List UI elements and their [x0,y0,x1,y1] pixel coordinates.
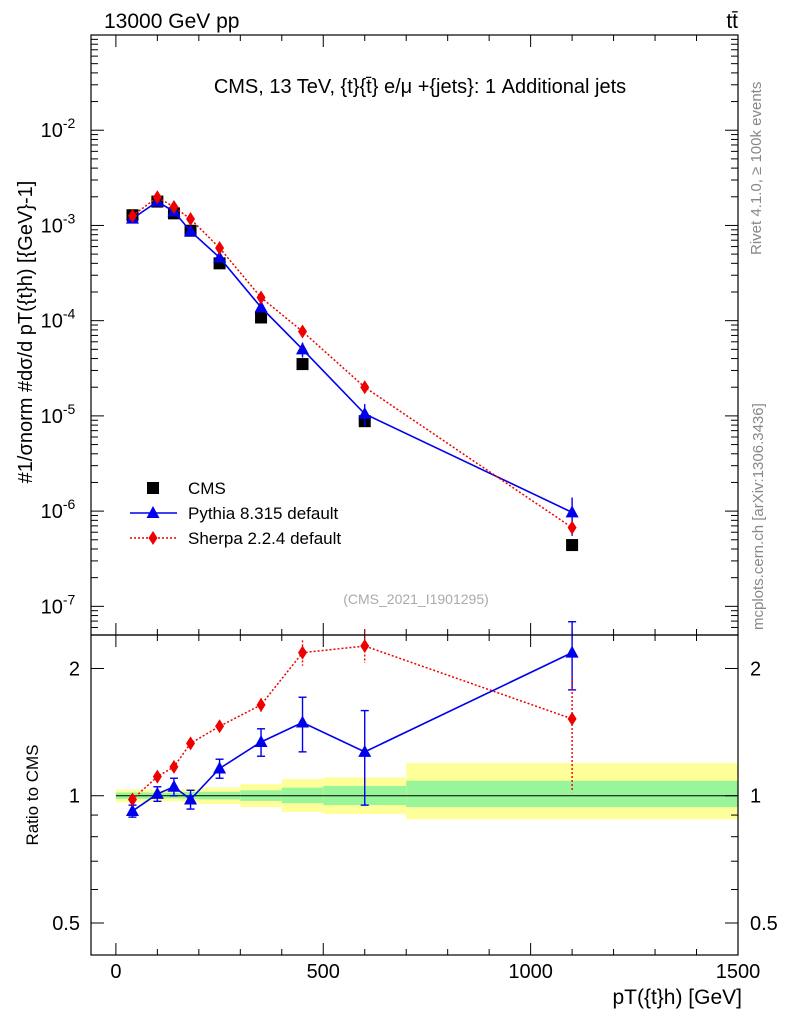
main-plot-title: CMS, 13 TeV, {t}{t̄} e/μ +{jets}: 1 Addi… [214,76,626,98]
ratio-series-line [131,645,573,800]
data-point [215,240,225,255]
data-point [127,208,137,223]
ratio-data-point [360,639,370,654]
ratio-data-point [358,744,372,757]
ratio-data-point [256,697,266,712]
ratio-plot-frame [90,634,739,956]
data-point [169,200,179,215]
x-tick-label: 0 [110,961,121,983]
data-point [566,539,579,552]
ratio-data-point [296,715,310,728]
ratio-y-tick-label-right: 1 [750,786,761,808]
series-sherpa [127,190,577,535]
ratio-data-point [150,786,164,799]
ratio-data-point [186,736,196,751]
main-y-tick-label: 10-4 [41,306,76,333]
x-tick-label: 1500 [716,961,761,983]
ratio-y-tick-label-right: 2 [750,658,761,680]
legend: CMS Pythia 8.315 default Sherpa 2.2.4 defa… [130,479,341,548]
ratio-y-axis-label: Ratio to CMS [23,744,42,845]
main-y-tick-label: 10-2 [41,115,76,142]
ratio-data-point [152,769,162,784]
analysis-watermark: (CMS_2021_I1901295) [343,591,489,607]
ratio-data-point [215,719,225,734]
legend-entry: CMS [147,479,226,498]
ratio-y-tick-label: 0.5 [52,913,80,935]
ratio-series-pythia [125,621,579,818]
ratio-data-point [167,779,181,792]
data-point [213,250,227,263]
main-y-axis-label: #1/σnorm #dσ/d pT({t}h) [{GeV}-1] [15,181,37,484]
x-tick-label: 500 [307,961,340,983]
data-point [254,300,268,313]
legend-marker [147,482,159,494]
data-point [567,520,577,535]
legend-label: CMS [188,479,226,498]
series-pythia [125,194,579,536]
ratio-y-tick-label: 2 [69,658,80,680]
data-point [565,505,579,518]
rivet-version-label: Rivet 4.1.0, ≥ 100k events [748,82,765,255]
data-point [152,190,162,205]
ratio-plot-panel: 0.5 0.5 1 1 2 2 0 500 1000 1500 Ratio to CMS pT(… [23,621,778,1009]
data-point [296,358,309,371]
x-tick-label: 1000 [508,961,553,983]
data-point [298,324,308,339]
x-tick-labels: 0 500 1000 1500 [110,961,760,983]
data-point [358,406,372,419]
ratio-data-point [127,792,137,807]
ratio-plot-series [125,621,579,818]
process-label: tt̄ [726,10,738,33]
ratio-data-point [169,759,179,774]
main-y-tick-label: 10-6 [41,496,76,523]
ratio-series-sherpa [127,630,577,807]
ratio-data-point [125,804,139,817]
ratio-y-tick-label-right: 0.5 [750,913,778,935]
series-line [132,200,573,514]
main-y-tick-label: 10-3 [41,210,76,237]
data-point [184,224,198,237]
legend-label: Sherpa 2.2.4 default [188,529,341,548]
ratio-y-tick-label: 1 [69,786,80,808]
ratio-data-point [565,645,579,658]
ratio-data-point [184,792,198,805]
main-plot-series [125,190,579,552]
data-point [255,311,268,324]
main-y-tick-label: 10-7 [41,591,76,618]
series-line [132,196,573,529]
ratio-data-point [567,711,577,726]
main-y-tick-labels: 10-7 10-6 10-5 10-4 10-3 10-2 [41,115,76,618]
ratio-data-point [254,734,268,747]
mcplots-label: mcplots.cern.ch [arXiv:1306.3436] [750,403,767,630]
data-point [186,211,196,226]
ratio-data-point [213,761,227,774]
main-y-tick-label: 10-5 [41,401,76,428]
data-point [256,290,266,305]
legend-marker [146,506,160,518]
legend-marker [148,531,158,545]
energy-label: 13000 GeV pp [104,10,239,33]
ratio-data-point [298,645,308,660]
legend-label: Pythia 8.315 default [188,504,339,523]
data-point [360,380,370,395]
ratio-uncertainty-bands [115,763,738,820]
ratio-y-tick-labels: 0.5 0.5 1 1 2 2 [52,658,778,935]
main-plot-panel: CMS, 13 TeV, {t}{t̄} e/μ +{jets}: 1 Addi… [15,34,739,636]
legend-entry: Pythia 8.315 default [130,504,339,523]
legend-entry: Sherpa 2.2.4 default [130,529,341,548]
x-axis-label: pT({t}h) [GeV] [612,986,742,1009]
data-point [296,342,310,355]
